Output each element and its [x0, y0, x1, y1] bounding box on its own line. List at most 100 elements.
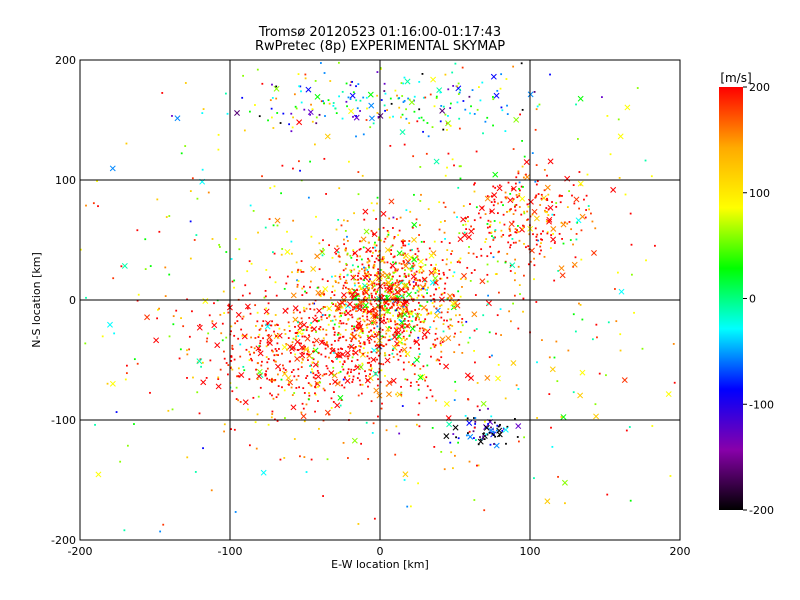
scatter-point: [369, 302, 372, 305]
scatter-point: [557, 269, 560, 272]
scatter-point: [300, 366, 303, 368]
scatter-cross: [549, 366, 556, 373]
scatter-point: [168, 215, 171, 217]
scatter-point: [357, 307, 360, 310]
scatter-point: [522, 176, 525, 179]
scatter-point: [359, 336, 362, 339]
scatter-point: [375, 314, 377, 317]
scatter-cross: [384, 272, 391, 279]
scatter-point: [673, 381, 676, 384]
scatter-point: [398, 432, 401, 435]
scatter-point: [359, 345, 362, 348]
scatter-point: [399, 307, 402, 310]
scatter-point: [488, 356, 491, 358]
scatter-point: [273, 185, 276, 188]
scatter-point: [265, 370, 268, 373]
scatter-point: [366, 318, 369, 321]
scatter-point: [400, 240, 403, 243]
scatter-point: [365, 307, 368, 309]
scatter-point: [327, 99, 330, 102]
scatter-cross: [294, 338, 301, 345]
scatter-point: [440, 350, 443, 353]
scatter-point: [365, 274, 368, 277]
scatter-point: [456, 85, 459, 88]
scatter-point: [312, 341, 314, 344]
scatter-cross: [421, 304, 427, 311]
scatter-point: [217, 376, 220, 379]
scatter-cross: [242, 399, 249, 406]
scatter-cross: [315, 373, 322, 380]
scatter-point: [508, 310, 511, 313]
scatter-point: [394, 268, 397, 270]
scatter-point: [337, 331, 340, 334]
scatter-point: [311, 108, 314, 111]
scatter-cross: [274, 217, 281, 224]
scatter-point: [383, 282, 386, 284]
scatter-point: [564, 502, 566, 505]
scatter-point: [434, 344, 437, 347]
scatter-point: [412, 155, 415, 158]
scatter-point: [411, 226, 414, 229]
scatter-cross: [621, 377, 628, 384]
scatter-point: [334, 303, 337, 306]
scatter-point: [385, 282, 388, 285]
scatter-point: [474, 361, 476, 364]
scatter-point: [516, 196, 519, 199]
scatter-point: [302, 387, 305, 390]
scatter-point: [358, 248, 361, 251]
scatter-point: [340, 347, 342, 350]
scatter-point: [408, 122, 411, 125]
scatter-cross: [294, 355, 301, 362]
scatter-point: [220, 332, 223, 335]
scatter-point: [398, 106, 401, 109]
scatter-point: [424, 282, 427, 285]
scatter-point: [415, 218, 418, 221]
scatter-point: [323, 373, 326, 376]
scatter-point: [363, 320, 366, 323]
scatter-point: [560, 416, 563, 418]
scatter-point: [541, 238, 543, 241]
scatter-point: [357, 282, 360, 284]
scatter-point: [458, 232, 461, 235]
scatter-point: [257, 231, 259, 234]
scatter-point: [306, 326, 309, 328]
scatter-point: [537, 239, 540, 242]
scatter-point: [303, 352, 305, 355]
scatter-point: [263, 296, 266, 299]
scatter-point: [288, 360, 291, 363]
scatter-point: [343, 386, 346, 389]
scatter-point: [224, 92, 227, 95]
scatter-point: [403, 330, 405, 332]
scatter-point: [264, 226, 267, 229]
scatter-point: [405, 330, 408, 332]
scatter-point: [168, 335, 171, 338]
scatter-point: [617, 118, 620, 121]
scatter-point: [332, 348, 335, 351]
scatter-point: [358, 379, 361, 382]
scatter-point: [340, 399, 343, 401]
scatter-point: [576, 138, 579, 140]
scatter-point: [442, 330, 445, 333]
scatter-point: [446, 276, 449, 279]
scatter-point: [301, 402, 304, 405]
scatter-point: [403, 318, 406, 320]
scatter-point: [336, 309, 339, 312]
scatter-point: [414, 292, 417, 294]
scatter-point: [347, 345, 350, 348]
scatter-point: [517, 170, 520, 173]
scatter-point: [380, 369, 383, 372]
scatter-point: [583, 198, 585, 201]
scatter-point: [372, 331, 375, 334]
scatter-point: [421, 73, 424, 75]
scatter-point: [363, 218, 366, 221]
scatter-point: [522, 186, 524, 188]
scatter-point: [361, 174, 364, 177]
scatter-point: [512, 148, 515, 150]
scatter-point: [242, 74, 244, 77]
scatter-point: [342, 287, 344, 290]
scatter-point: [338, 337, 341, 340]
scatter-point: [418, 318, 421, 321]
scatter-point: [324, 343, 327, 346]
scatter-point: [268, 378, 271, 381]
scatter-point: [400, 263, 403, 265]
